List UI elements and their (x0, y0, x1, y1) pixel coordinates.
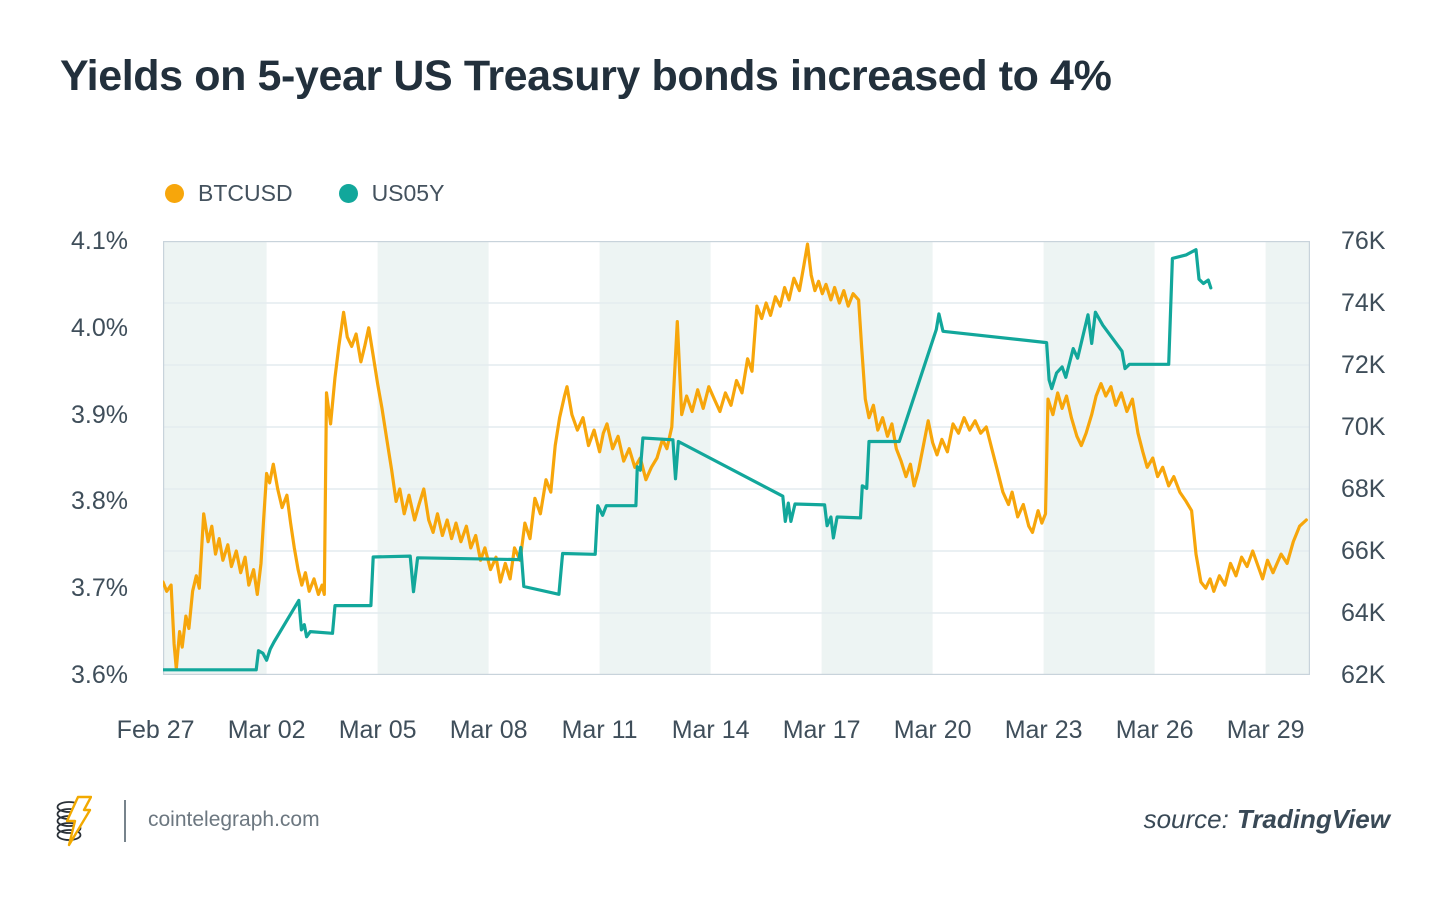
y-left-tick: 4.1% (71, 227, 128, 255)
btcusd-series-dot-icon (165, 184, 184, 203)
x-axis-tick: Mar 20 (893, 716, 972, 744)
x-axis-tick: Mar 08 (449, 716, 528, 744)
plot-area (163, 241, 1310, 675)
x-axis-tick: Feb 27 (116, 716, 195, 744)
y-right-tick: 66K (1341, 537, 1386, 565)
plot-shaded-band (1043, 241, 1155, 675)
y-left-tick: 4.0% (71, 313, 128, 342)
cointelegraph-logo-icon (56, 795, 92, 847)
plot-border (163, 241, 1310, 675)
y-right-tick: 68K (1341, 475, 1386, 503)
series-line-us05y (163, 248, 1213, 672)
y-right-tick: 64K (1341, 599, 1386, 627)
plot-shaded-band (599, 241, 711, 675)
y-right-tick: 72K (1341, 351, 1386, 379)
legend-item-us05y: US05Y (338, 180, 445, 207)
x-axis-tick: Mar 02 (227, 716, 306, 744)
legend-item-btcusd: BTCUSD (165, 180, 293, 207)
chart-legend: BTCUSD US05Y (165, 180, 444, 207)
y-right-tick: 74K (1341, 289, 1386, 317)
plot-shaded-band (821, 241, 933, 675)
source-label: source: (1143, 804, 1229, 834)
x-axis-tick: Mar 23 (1004, 716, 1083, 744)
x-axis-tick: Mar 17 (782, 716, 861, 744)
x-axis-tick: Mar 14 (671, 716, 750, 744)
y-left-tick: 3.7% (71, 574, 128, 603)
footer-site-text: cointelegraph.com (148, 808, 320, 831)
x-axis-tick: Mar 11 (561, 716, 638, 744)
series-line-btcusd (163, 242, 1308, 671)
y-right-tick: 76K (1341, 227, 1386, 255)
footer-divider (124, 800, 126, 842)
plot-shaded-band (1265, 241, 1310, 675)
source-credit: source: TradingView (1144, 804, 1390, 835)
x-axis-tick: Mar 29 (1226, 716, 1305, 744)
y-left-tick: 3.6% (71, 661, 128, 689)
us05y-series-dot-icon (338, 184, 358, 203)
x-axis-tick: Mar 26 (1115, 716, 1194, 744)
plot-shaded-band (163, 241, 267, 675)
legend-label-us05y: US05Y (371, 180, 445, 206)
plot-shaded-band (377, 241, 489, 675)
y-left-tick: 3.9% (71, 400, 128, 429)
legend-label-btcusd: BTCUSD (198, 180, 293, 206)
footer: cointelegraph.com source: TradingView (0, 780, 1450, 870)
y-right-tick: 62K (1341, 661, 1386, 689)
x-axis-tick: Mar 05 (338, 716, 417, 744)
source-name: TradingView (1236, 804, 1390, 834)
y-left-tick: 3.8% (71, 487, 128, 516)
page-title: Yields on 5-year US Treasury bonds incre… (60, 52, 1112, 100)
y-right-tick: 70K (1341, 413, 1386, 441)
